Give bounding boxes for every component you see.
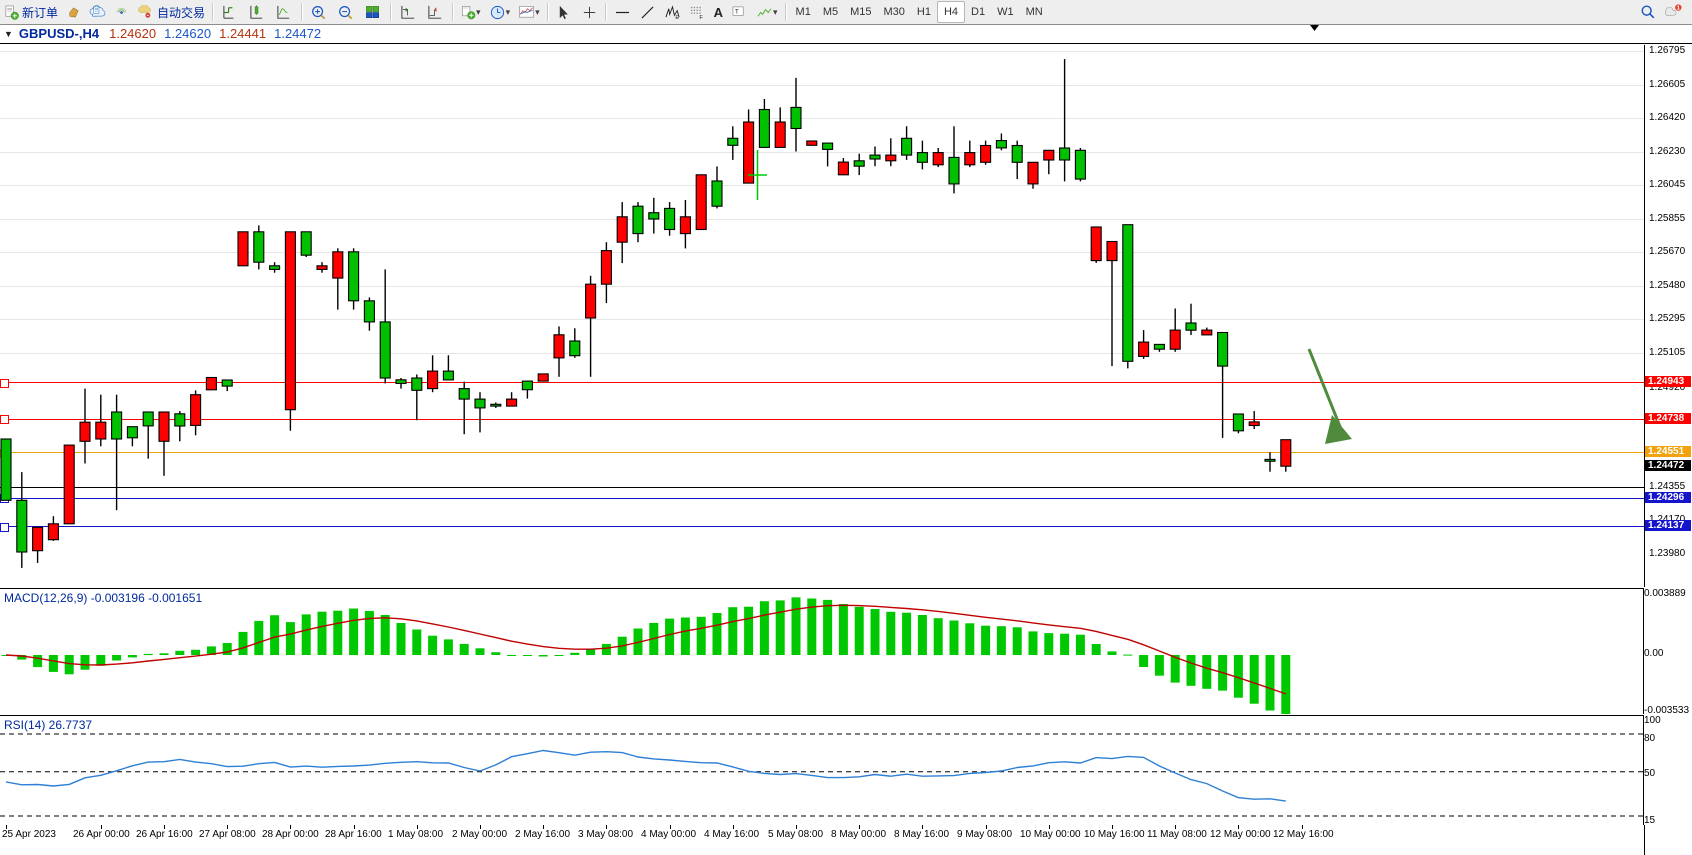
svg-text:F: F: [699, 15, 703, 20]
svg-text:E: E: [675, 15, 679, 20]
svg-text:T: T: [735, 8, 739, 15]
